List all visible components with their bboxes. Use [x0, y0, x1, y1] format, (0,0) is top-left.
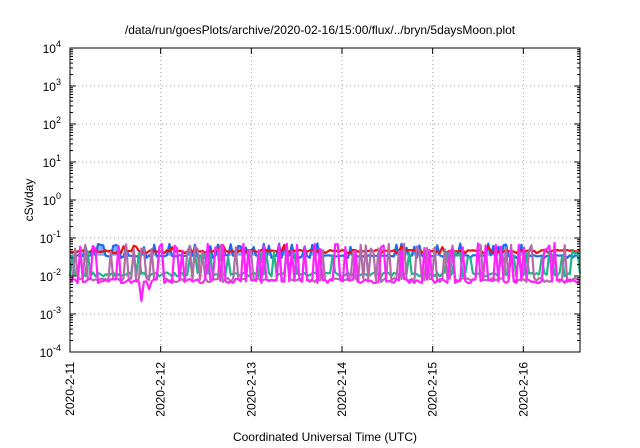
x-tick-label: 2020-2-15: [426, 362, 440, 417]
x-axis-label: Coordinated Universal Time (UTC): [233, 430, 417, 444]
series-layer: [68, 241, 582, 303]
y-tick-label: 104: [43, 39, 61, 56]
y-tick-label: 10-4: [40, 343, 61, 360]
x-tick-label: 2020-2-11: [63, 362, 77, 416]
y-tick-label: 10-3: [40, 305, 61, 322]
x-tick-label: 2020-2-13: [244, 362, 258, 417]
x-tick-label: 2020-2-12: [154, 362, 168, 417]
x-tick-label: 2020-2-16: [516, 362, 530, 417]
series-line: [69, 241, 580, 303]
y-tick-label: 100: [43, 191, 61, 208]
y-axis-label: cSv/day: [22, 179, 36, 222]
y-tick-label: 10-1: [40, 229, 61, 246]
x-tick-label: 2020-2-14: [335, 362, 349, 417]
y-tick-label: 101: [43, 153, 61, 170]
x-axis: 2020-2-11 2020-2-12 2020-2-13 2020-2-14 2020…: [63, 48, 530, 417]
chart-title: /data/run/goesPlots/archive/2020-02-16/1…: [125, 23, 516, 37]
y-tick-label: 10-2: [40, 267, 61, 284]
y-axis: 10-4 10-3 10-2 10-1 100 101 102 103 104: [40, 39, 580, 360]
y-tick-label: 102: [43, 115, 61, 132]
y-tick-label: 103: [43, 77, 61, 94]
grid: [69, 48, 580, 352]
